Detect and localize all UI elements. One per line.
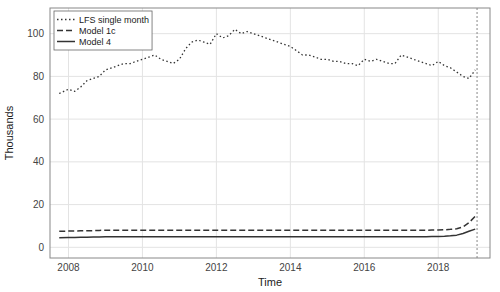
- y-tick-label: 40: [33, 156, 45, 167]
- legend-swatch: [57, 30, 75, 32]
- y-tick-label: 0: [38, 242, 44, 253]
- grid-line: [216, 8, 217, 258]
- reference-line: [477, 8, 478, 258]
- x-tick-label: 2016: [353, 262, 376, 273]
- legend-label: Model 1c: [79, 26, 116, 36]
- legend-label: Model 4: [79, 37, 111, 47]
- legend-label: LFS single month: [79, 15, 149, 25]
- grid-line: [50, 204, 490, 205]
- x-tick-label: 2012: [205, 262, 228, 273]
- x-tick-label: 2018: [427, 262, 450, 273]
- legend: LFS single monthModel 1cModel 4: [54, 11, 152, 50]
- legend-swatch: [57, 41, 75, 43]
- grid-line: [438, 8, 439, 258]
- grid-line: [50, 76, 490, 77]
- legend-box: [54, 11, 152, 50]
- grid-line: [50, 247, 490, 248]
- series-line: [59, 229, 475, 238]
- y-tick-label: 80: [33, 71, 45, 82]
- series-line: [59, 216, 475, 231]
- x-axis-label: Time: [258, 276, 282, 288]
- grid-line: [50, 161, 490, 162]
- grid: [50, 8, 490, 258]
- y-tick-label: 60: [33, 114, 45, 125]
- y-axis-label: Thousands: [3, 105, 15, 160]
- grid-line: [50, 119, 490, 120]
- plot-frame: [50, 8, 490, 258]
- x-tick-label: 2010: [131, 262, 154, 273]
- grid-line: [364, 8, 365, 258]
- grid-line: [290, 8, 291, 258]
- x-tick-label: 2014: [279, 262, 302, 273]
- y-tick-label: 20: [33, 199, 45, 210]
- chart: 0 20 40 60 80 100 2008 2010 2012 2014 2016 2018 Time…: [0, 0, 500, 292]
- x-tick-label: 2008: [57, 262, 80, 273]
- legend-swatch: [57, 19, 75, 20]
- y-tick-label: 100: [27, 28, 44, 39]
- plot-background: [50, 8, 490, 258]
